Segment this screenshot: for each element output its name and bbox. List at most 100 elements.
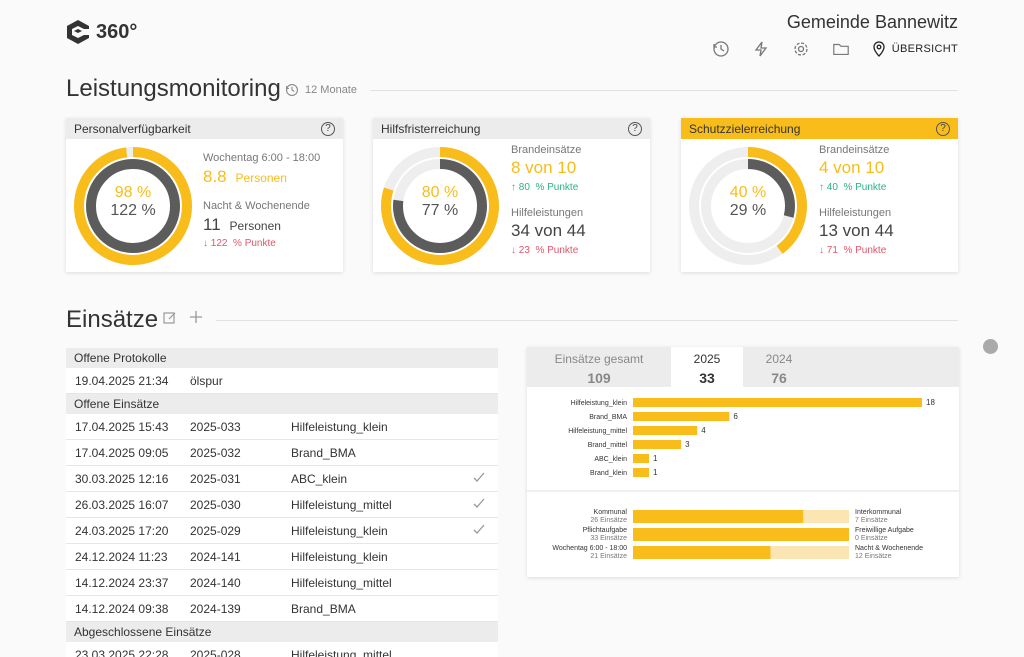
help-delta-arrow: ↓ <box>511 245 516 256</box>
row-id: 2025-028 <box>190 647 241 657</box>
tab-value: 109 <box>587 370 611 386</box>
bolt-icon[interactable] <box>752 40 770 58</box>
brand-logo[interactable]: 360° <box>64 18 137 46</box>
tab-bar-filler <box>815 347 959 387</box>
pct-secondary: 29 % <box>729 202 767 219</box>
gear-icon[interactable] <box>792 40 810 58</box>
row-type: Hilfeleistung_klein <box>291 549 388 564</box>
inner-arc <box>393 159 487 253</box>
bar-label: Hilfeleistung_klein <box>571 400 628 407</box>
table-row[interactable]: 17.04.2025 09:05 2025-032 Brand_BMA <box>66 440 498 466</box>
card-title: Hilfsfristerreichung <box>381 121 481 136</box>
help-icon[interactable]: ? <box>936 121 950 136</box>
folder-icon[interactable] <box>832 40 850 58</box>
check-icon <box>473 472 485 482</box>
bar-value: 4 <box>701 426 706 435</box>
protection-stats: Brandeinsätze 4 von 10 ↑ 40 % Punkte Hil… <box>819 144 894 256</box>
bar-label: Brand_klein <box>590 470 627 477</box>
table-row[interactable]: 30.03.2025 12:16 2025-031 ABC_klein <box>66 466 498 492</box>
missions-title: Einsätze <box>66 306 159 333</box>
row-id: 2025-031 <box>190 471 241 486</box>
table-row[interactable]: 24.03.2025 17:20 2025-029 Hilfeleistung_kl… <box>66 518 498 544</box>
row-type: Brand_BMA <box>291 445 356 460</box>
row-date: 26.03.2025 16:07 <box>75 497 169 512</box>
split-right-label: Interkommunal <box>855 509 902 516</box>
row-date: 23.03.2025 22:28 <box>75 647 169 657</box>
row-type: ABC_klein <box>291 471 348 486</box>
help-label: Hilfeleistungen <box>511 207 584 219</box>
row-date: 24.03.2025 17:20 <box>75 523 169 538</box>
card-personnel-header: Personalverfügbarkeit ? <box>66 118 343 139</box>
split-right-count: 12 Einsätze <box>855 553 892 560</box>
row-id: 2025-032 <box>190 445 241 460</box>
weekday-unit: Personen <box>235 171 287 185</box>
group-header-open-missions: Offene Einsätze <box>66 394 498 414</box>
tab-einsätze-gesamt[interactable]: Einsätze gesamt 109 <box>527 347 671 387</box>
row-id: ölspur <box>190 373 223 388</box>
history-icon <box>286 84 298 96</box>
scroll-handle[interactable] <box>983 339 998 354</box>
help-icon[interactable]: ? <box>321 121 335 136</box>
fire-label: Brandeinsätze <box>819 144 890 156</box>
tab-label: Einsätze gesamt <box>554 352 644 366</box>
row-type: Hilfeleistung_mittel <box>291 647 392 657</box>
table-row[interactable]: 14.12.2024 23:37 2024-140 Hilfeleistung_mi… <box>66 570 498 596</box>
help-value: 13 von 44 <box>819 221 894 240</box>
bar-value: 3 <box>685 440 690 449</box>
bar-label: Brand_mittel <box>588 442 628 449</box>
outer-arc <box>74 147 192 265</box>
tab-2025[interactable]: 2025 33 <box>671 347 743 387</box>
bar-label: Hilfeleistung_mittel <box>568 428 627 435</box>
table-row[interactable]: 17.04.2025 15:43 2025-033 Hilfeleistung_kl… <box>66 414 498 440</box>
split-left-label: Kommunal <box>594 509 628 516</box>
table-row[interactable]: 24.12.2024 11:23 2024-141 Hilfeleistung_kl… <box>66 544 498 570</box>
tab-value: 76 <box>771 370 787 386</box>
help-delta-value: 23 <box>518 245 530 256</box>
response-donut <box>381 147 499 265</box>
card-personnel: Personalverfügbarkeit ? 98 % 122 % Woche… <box>66 118 343 272</box>
delta-arrow: ↓ <box>203 238 208 249</box>
table-row[interactable]: 26.03.2025 16:07 2025-030 Hilfeleistung_mi… <box>66 492 498 518</box>
card-protection: Schutzzielerreichung ? 40 % 29 % Brandei… <box>681 118 958 272</box>
pct-secondary: 77 % <box>421 202 459 219</box>
nav-overview[interactable]: ÜBERSICHT <box>872 41 958 57</box>
help-delta-arrow: ↓ <box>819 245 824 256</box>
night-label: Nacht & Wochenende <box>203 200 310 212</box>
bar-value: 1 <box>653 468 658 477</box>
row-id: 2025-033 <box>190 419 241 434</box>
help-delta-value: 71 <box>826 245 838 256</box>
edit-icon[interactable] <box>163 311 177 330</box>
personnel-donut <box>74 147 192 265</box>
split-left-count: 21 Einsätze <box>590 553 627 560</box>
donut-values: 80 % 77 % <box>379 184 501 220</box>
logo-text: 360° <box>96 20 138 43</box>
split-left-count: 33 Einsätze <box>590 535 627 542</box>
period-selector[interactable]: 12 Monate <box>285 83 357 97</box>
help-icon[interactable]: ? <box>628 121 642 136</box>
table-row[interactable]: 23.03.2025 22:28 2025-028 Hilfeleistung_mi… <box>66 642 498 657</box>
plus-icon[interactable] <box>189 310 203 329</box>
weekday-label: Wochentag 6:00 - 18:00 <box>203 152 321 164</box>
row-type: Brand_BMA <box>291 601 356 616</box>
help-value: 34 von 44 <box>511 221 586 240</box>
split-right-label: Freiwillige Aufgabe <box>855 527 914 534</box>
donut-values: 98 % 122 % <box>72 184 194 220</box>
history-icon[interactable] <box>712 40 730 58</box>
row-type: Hilfeleistung_mittel <box>291 497 392 512</box>
bar-value: 18 <box>926 398 935 407</box>
stats-panel: Einsätze gesamt 109 2025 33 2024 76 Hilfeleis… <box>527 347 959 577</box>
table-row[interactable]: 14.12.2024 09:38 2024-139 Brand_BMA <box>66 596 498 622</box>
row-id: 2025-029 <box>190 523 241 538</box>
bar <box>633 412 730 421</box>
bar-label: Brand_BMA <box>589 414 627 421</box>
table-row[interactable]: 19.04.2025 21:34 ölspur <box>66 368 498 394</box>
bar <box>633 426 698 435</box>
tab-2024[interactable]: 2024 76 <box>743 347 815 387</box>
fire-delta-arrow: ↑ <box>819 182 824 193</box>
row-id: 2024-141 <box>190 549 241 564</box>
tab-value: 33 <box>699 370 715 386</box>
row-date: 14.12.2024 23:37 <box>75 575 169 590</box>
response-stats: Brandeinsätze 8 von 10 ↑ 80 % Punkte Hil… <box>511 144 586 256</box>
delta-value: 122 <box>210 238 228 249</box>
row-date: 17.04.2025 09:05 <box>75 445 169 460</box>
